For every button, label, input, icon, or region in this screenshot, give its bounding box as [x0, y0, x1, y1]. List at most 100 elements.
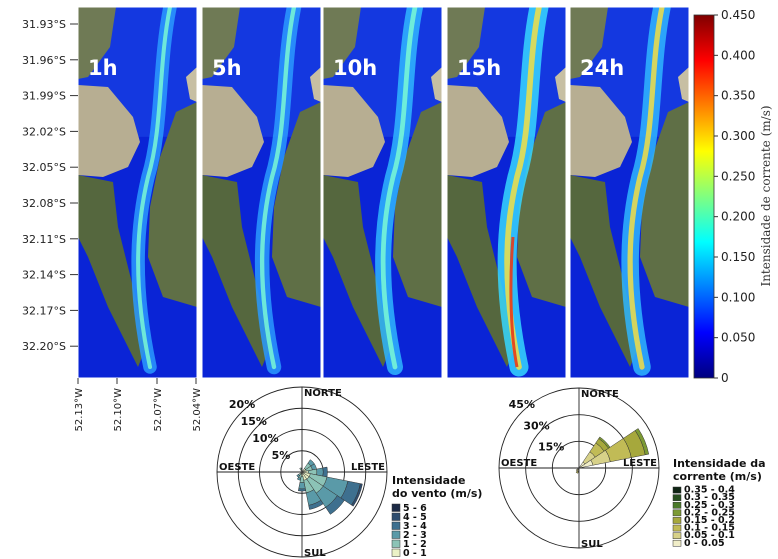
panel-time-label: 1h: [88, 56, 118, 80]
rose-bar-segment: [575, 470, 579, 474]
western-spit: [447, 175, 515, 367]
legend-swatch: [391, 512, 401, 521]
colorbar-tick-label: 0.450: [721, 8, 755, 22]
legend-title: Intensidade: [392, 474, 465, 487]
map-panel: 10h: [322, 6, 443, 379]
rose-bar-segment: [296, 476, 302, 481]
colorbar-tick-label: 0.400: [721, 48, 755, 62]
city-land: [570, 85, 632, 177]
legend-item-label: 0 - 1: [403, 548, 427, 559]
rose-bar-segment: [308, 499, 324, 510]
eastern-land: [640, 102, 689, 307]
rose-direction-east: LESTE: [351, 462, 385, 473]
legend-item-label: 5 - 6: [403, 503, 427, 514]
wind-rose: 20% 15% 10% 5% NORTE SUL LESTE OESTE Intensidade…: [215, 385, 482, 559]
eastern-shore: [431, 67, 442, 102]
legend-swatch: [391, 548, 401, 557]
legend-swatch: [672, 501, 682, 509]
eastern-land: [517, 102, 566, 307]
city-land: [323, 85, 385, 177]
latitude-tick-label: 32.11°S: [22, 233, 66, 246]
latitude-tick-label: 32.02°S: [22, 125, 66, 138]
rose-ring-label: 20%: [229, 398, 255, 411]
rose-ring-label: 5%: [272, 449, 291, 462]
longitude-tick-label: 52.07°W: [153, 388, 164, 432]
legend-title: do vento (m/s): [392, 487, 482, 500]
channel-core: [136, 7, 173, 370]
city-land: [202, 85, 264, 177]
colorbar-tick-label: 0.200: [721, 210, 755, 224]
latitude-tick-label: 31.99°S: [22, 90, 66, 103]
longitude-tick-label: 52.10°W: [113, 388, 124, 432]
channel-core: [627, 7, 665, 370]
eastern-shore: [310, 67, 321, 102]
latitude-tick-label: 31.96°S: [22, 54, 66, 67]
rose-ring-label: 45%: [509, 398, 535, 411]
legend-swatch: [391, 521, 401, 530]
current-rose: 45% 30% 15% NORTE SUL LESTE OESTE Intensidade d…: [497, 386, 766, 550]
rose-bar-segment: [299, 467, 302, 471]
panel-frame: [201, 6, 322, 379]
rose-direction-north: NORTE: [581, 389, 619, 400]
rose-bar-segment: [325, 495, 345, 515]
latitude-tick-label: 32.20°S: [22, 340, 66, 353]
longitude-axis: 52.13°W 52.10°W 52.07°W 52.04°W: [74, 378, 203, 432]
colorbar-tick-label: 0.150: [721, 250, 755, 264]
legend-item-label: 0.35 - 0.4: [684, 485, 735, 496]
panel-frame: [446, 6, 567, 379]
eastern-land: [148, 102, 197, 307]
colorbar-tick-label: 0.350: [721, 89, 755, 103]
colorbar-tick-label: 0: [721, 371, 729, 385]
latitude-tick-label: 32.14°S: [22, 269, 66, 282]
colorbar-tick-label: 0.050: [721, 331, 755, 345]
legend-item-label: 0.3 - 0.35: [684, 492, 735, 503]
legend-item-label: 0.25 - 0.3: [684, 500, 735, 511]
rose-bar-segment: [322, 466, 328, 478]
legend-swatch: [672, 486, 682, 494]
legend-item-label: 0.1 - 0.15: [684, 523, 735, 534]
latitude-tick-label: 31.93°S: [22, 18, 66, 31]
panel-time-label: 15h: [457, 56, 501, 80]
legend-item-label: 0.05 - 0.1: [684, 530, 735, 541]
channel-core: [380, 7, 418, 370]
eastern-shore: [678, 67, 689, 102]
panel-time-label: 24h: [580, 56, 624, 80]
legend-item-label: 0 - 0.05: [684, 538, 725, 549]
legend-swatch: [672, 494, 682, 501]
rose-direction-west: OESTE: [219, 462, 255, 473]
legend-swatch: [672, 524, 682, 532]
channel-core: [504, 7, 542, 370]
latitude-tick-label: 32.08°S: [22, 197, 66, 210]
rose-ring-label: 15%: [241, 415, 267, 428]
colorbar-scale: [693, 14, 715, 379]
rose-ring-label: 30%: [523, 419, 549, 432]
legend-swatch: [391, 503, 401, 512]
legend-swatch: [391, 530, 401, 539]
rose-bar-segment: [298, 482, 306, 490]
rose-direction-east: LESTE: [623, 458, 657, 469]
rose-ring-label: 10%: [252, 432, 278, 445]
rose-bar-segment: [297, 488, 307, 492]
latitude-axis: 31.93°S 31.96°S 31.99°S 32.02°S 32.05°S 32.08…: [22, 18, 78, 353]
legend-item-label: 0.15 - 0.2: [684, 515, 735, 526]
map-panel: 5h: [201, 6, 322, 379]
western-spit: [78, 175, 146, 367]
map-panel: 1h: [77, 6, 198, 379]
land-northwest: [447, 7, 485, 79]
panel-frame: [322, 6, 443, 379]
legend-item-label: 1 - 2: [403, 539, 427, 550]
rose-ring-label: 15%: [538, 441, 564, 454]
panel-frame: [77, 6, 198, 379]
colorbar-tick-label: 0.300: [721, 129, 755, 143]
rose-bar-segment: [296, 474, 300, 478]
legend-item-label: 2 - 3: [403, 530, 427, 541]
channel-core: [259, 7, 297, 370]
land-northwest: [570, 7, 608, 79]
map-panel: 24h: [569, 6, 690, 379]
panel-time-label: 5h: [212, 56, 242, 80]
map-panel: 15h: [446, 6, 567, 379]
colorbar-tick-label: 0.100: [721, 290, 755, 304]
legend-item-label: 4 - 5: [403, 512, 427, 523]
colorbar-title: Intensidade de corrente (m/s): [759, 105, 773, 286]
